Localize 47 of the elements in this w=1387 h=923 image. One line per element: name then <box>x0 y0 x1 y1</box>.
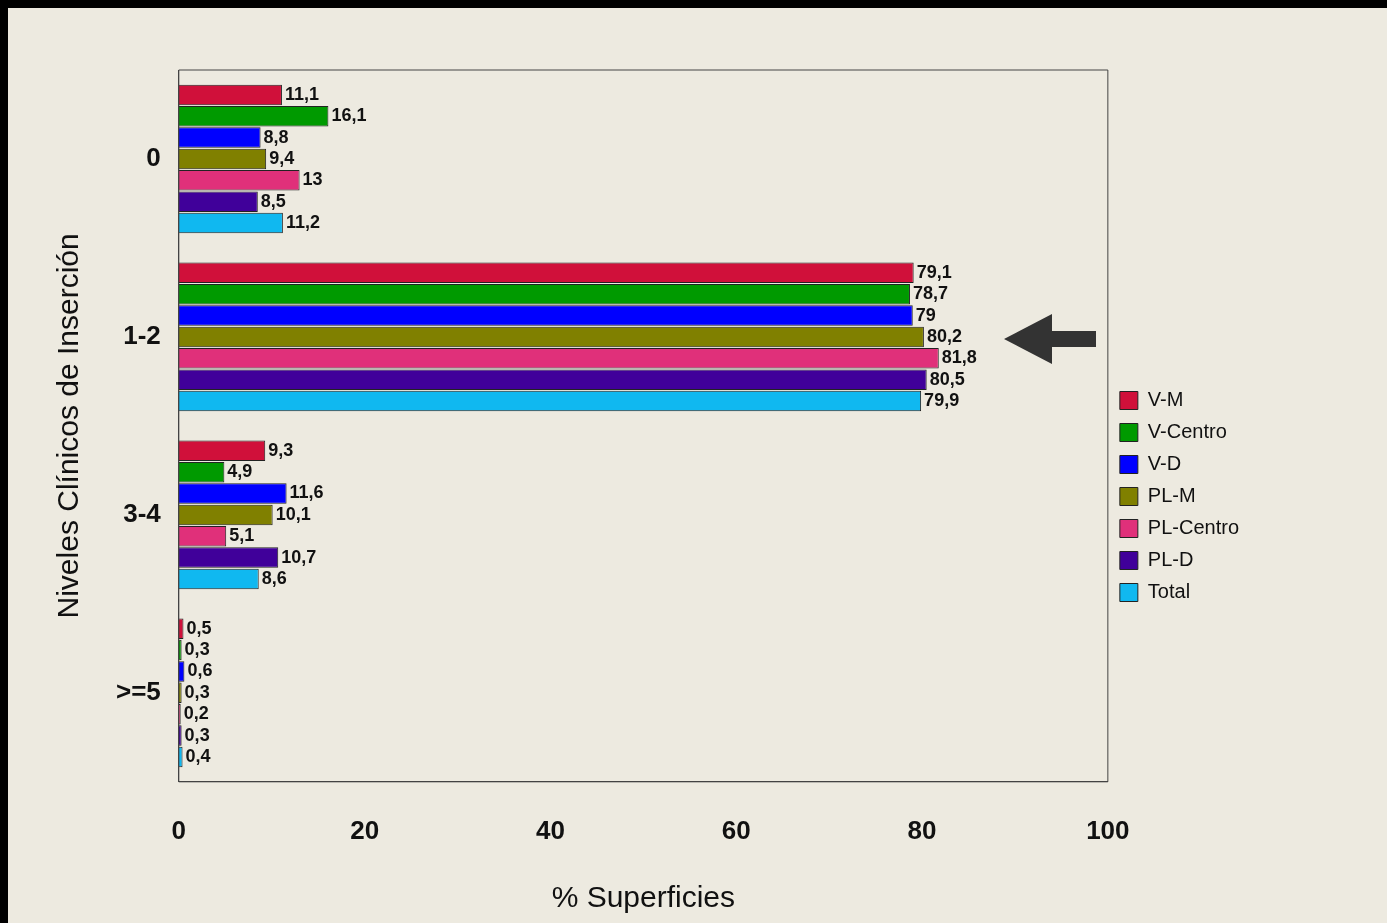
data-label: 79,9 <box>924 389 960 410</box>
x-tick-label: 0 <box>171 814 187 845</box>
data-label: 80,2 <box>926 325 962 346</box>
legend-label: V-M <box>1147 388 1184 411</box>
data-label: 11,1 <box>284 83 319 104</box>
data-label: 0,3 <box>184 724 210 745</box>
data-label: 10,7 <box>281 546 317 567</box>
data-label: 8,8 <box>263 126 289 147</box>
data-label: 8,5 <box>260 190 286 211</box>
y-tick-label: 1-2 <box>123 320 161 351</box>
x-tick-label: 100 <box>1086 814 1130 845</box>
data-label: 11,2 <box>285 212 320 233</box>
x-tick-label: 20 <box>350 814 380 845</box>
x-tick-label: 40 <box>535 814 565 845</box>
data-label: 9,3 <box>268 439 294 460</box>
legend-label: PL-Centro <box>1147 516 1239 539</box>
data-label: 79,1 <box>916 261 952 282</box>
data-label: 80,5 <box>929 368 965 389</box>
data-label: 81,8 <box>941 347 977 368</box>
legend-label: V-D <box>1147 452 1182 475</box>
data-label: 10,1 <box>275 503 311 524</box>
legend-label: Total <box>1147 580 1191 603</box>
data-label: 5,1 <box>229 525 255 546</box>
legend-label: PL-D <box>1147 548 1194 571</box>
data-label: 13 <box>302 169 323 190</box>
data-label: 78,7 <box>912 283 949 304</box>
data-label: 0,5 <box>186 617 212 638</box>
data-label: 0,4 <box>185 745 211 766</box>
y-tick-label: 3-4 <box>123 498 162 529</box>
data-label: 8,6 <box>261 567 287 588</box>
data-label: 79 <box>915 304 936 325</box>
data-label: 16,1 <box>331 105 367 126</box>
legend-label: V-Centro <box>1147 420 1227 443</box>
legend-label: PL-M <box>1147 484 1196 507</box>
data-label: 0,3 <box>184 681 210 702</box>
x-axis-title: % Superficies <box>551 880 736 914</box>
data-label: 0,3 <box>184 639 210 660</box>
data-label: 0,6 <box>187 660 213 681</box>
data-label: 0,2 <box>183 703 209 724</box>
data-label: 9,4 <box>269 147 295 168</box>
x-tick-label: 80 <box>907 814 937 845</box>
x-tick-label: 60 <box>721 814 751 845</box>
data-label: 4,9 <box>227 461 253 482</box>
y-tick-label: >=5 <box>116 676 161 706</box>
y-tick-label: 0 <box>146 142 161 173</box>
y-axis-title: Niveles Clínicos de Inserción <box>51 233 85 619</box>
data-label: 11,6 <box>289 482 324 503</box>
